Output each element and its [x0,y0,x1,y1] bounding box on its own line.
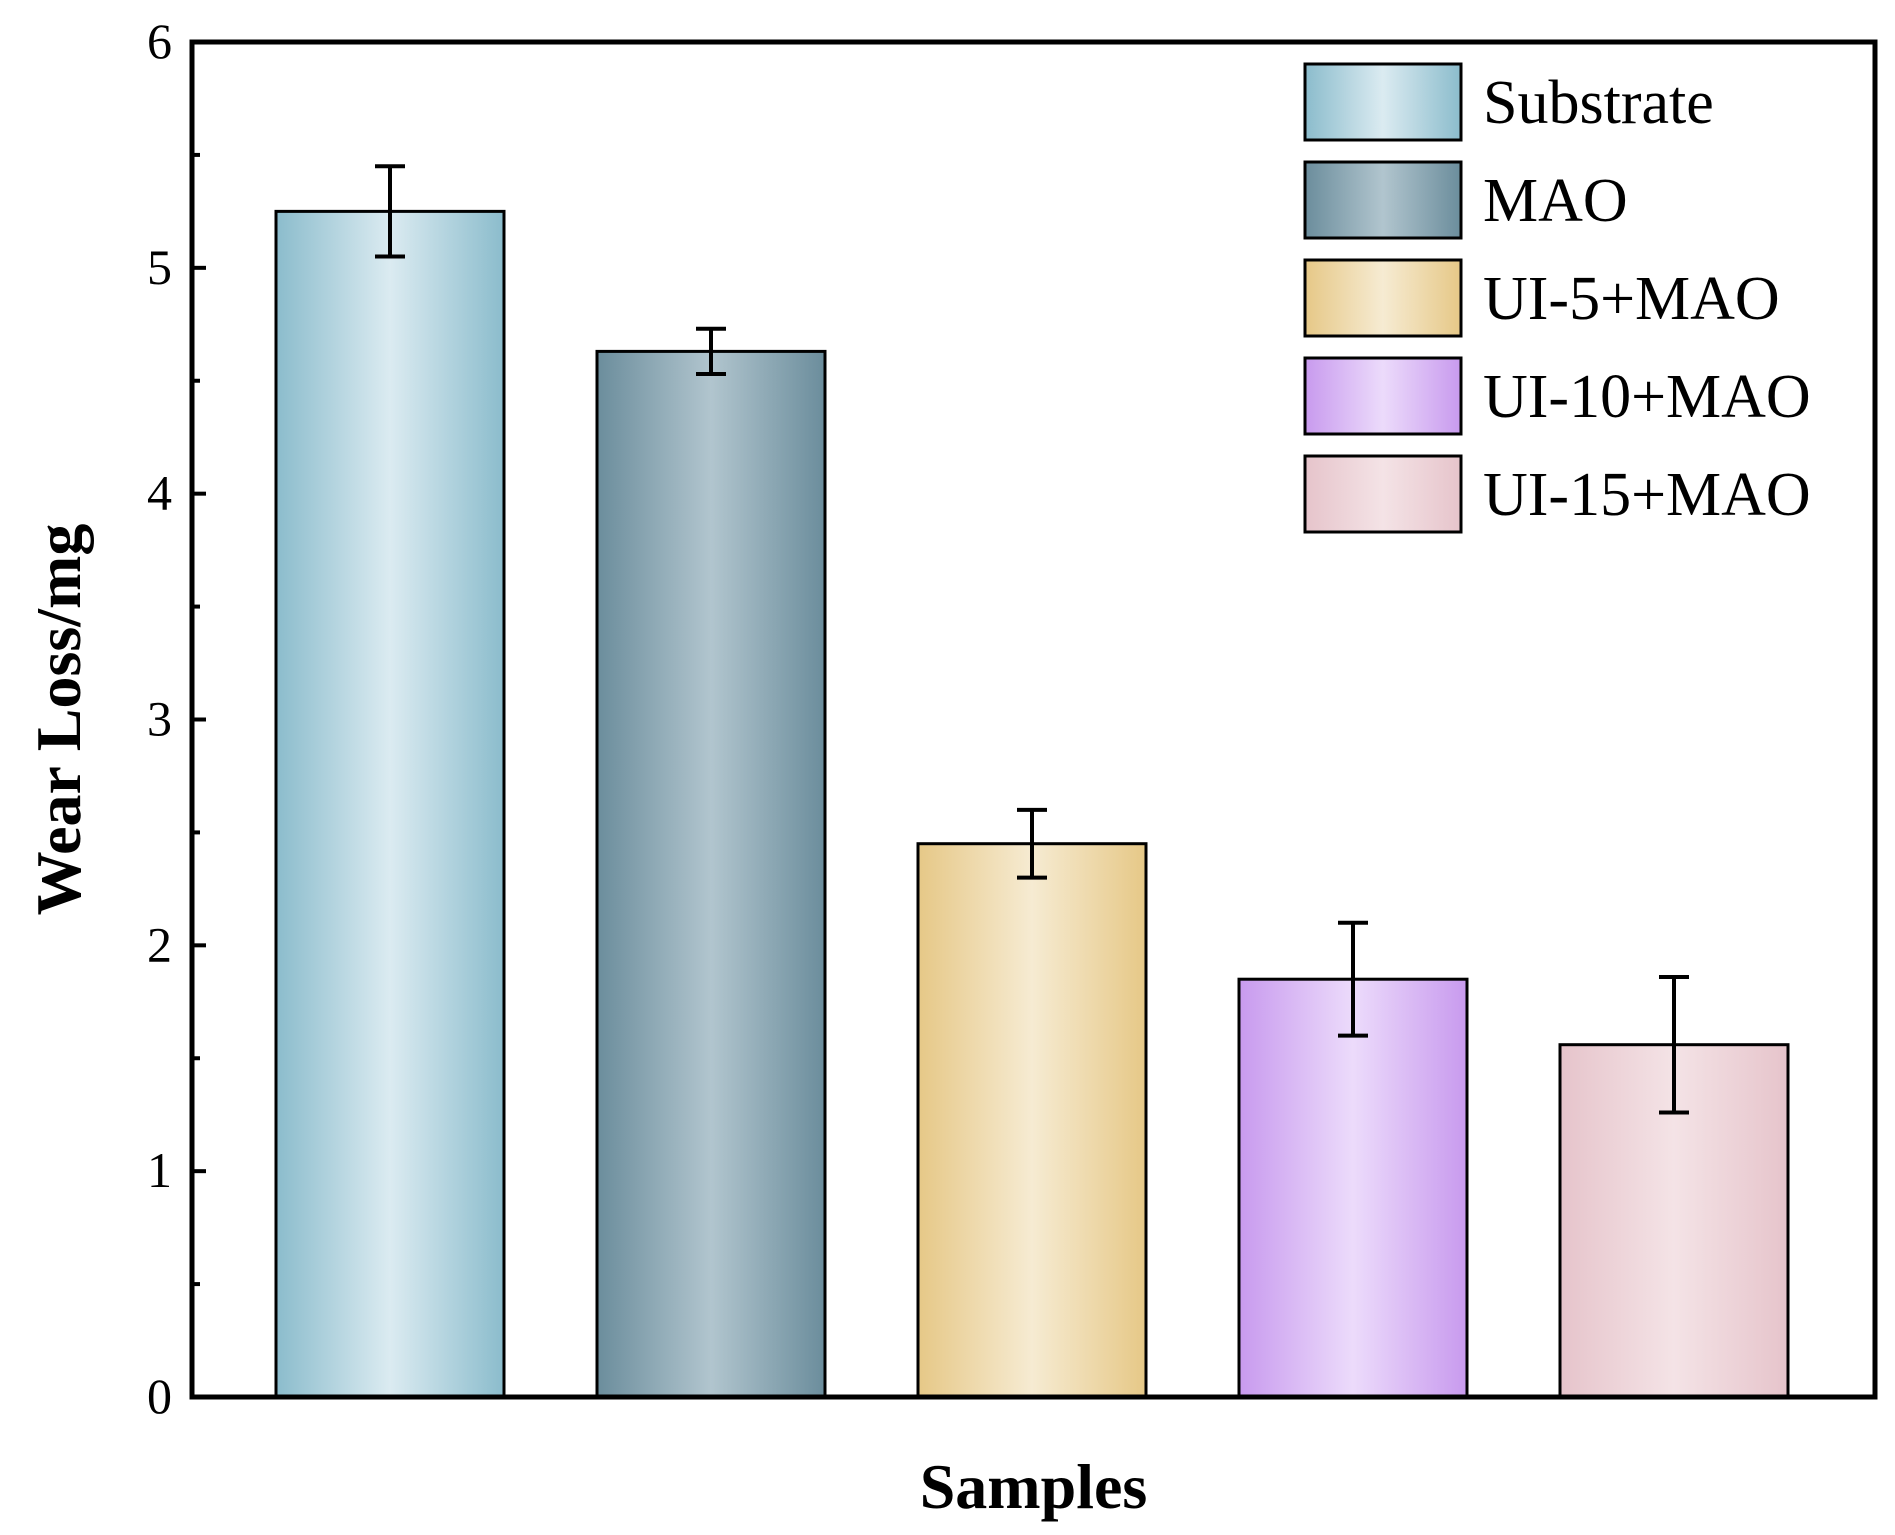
legend-label: Substrate [1483,69,1714,137]
error-bar-substrate [375,164,405,259]
error-bar-mao [696,326,726,376]
bars-layer [274,209,1790,1399]
legend-swatch [1303,356,1463,436]
y-tick-label: 1 [147,1142,172,1198]
legend-swatch [1303,160,1463,240]
y-axis-title: Wear Loss/mg [23,524,94,916]
y-tick-label: 0 [147,1368,172,1424]
y-tick-label: 5 [147,239,172,295]
y-tick-label: 4 [147,465,172,521]
error-bar-ui-15-mao [1659,974,1689,1115]
legend-item-ui-5-mao: UI-5+MAO [1303,258,1780,338]
bar-ui-10-mao [1237,977,1469,1399]
legend-swatch [1303,454,1463,534]
y-tick-label: 2 [147,916,172,972]
legend-label: UI-10+MAO [1483,363,1811,431]
legend-item-ui-10-mao: UI-10+MAO [1303,356,1811,436]
y-axis: 0 1 2 3 4 5 6 [147,13,206,1424]
error-bar-ui-10-mao [1338,920,1368,1038]
legend-label: MAO [1483,167,1628,235]
error-bar-ui-5-mao [1017,807,1047,880]
bar-substrate [274,209,506,1399]
bar-ui-5-mao [916,842,1148,1399]
legend-swatch [1303,62,1463,142]
y-tick-label: 6 [147,13,172,69]
legend-item-ui-15-mao: UI-15+MAO [1303,454,1811,534]
bar-mao [595,349,827,1399]
legend-label: UI-15+MAO [1483,461,1811,529]
legend: Substrate MAO UI-5+MAO UI-10+MAO UI-15+MAO [1303,62,1811,534]
legend-swatch [1303,258,1463,338]
error-bars-layer [375,164,1689,1115]
legend-label: UI-5+MAO [1483,265,1780,333]
legend-item-substrate: Substrate [1303,62,1714,142]
y-tick-label: 3 [147,691,172,747]
x-axis-title: Samples [920,1451,1148,1522]
legend-item-mao: MAO [1303,160,1628,240]
